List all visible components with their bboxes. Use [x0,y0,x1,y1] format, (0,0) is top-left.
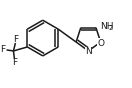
Text: NH: NH [100,22,113,31]
Text: N: N [85,47,92,56]
Text: F: F [13,35,18,44]
Text: O: O [98,39,105,48]
Text: 2: 2 [108,25,113,31]
Text: F: F [12,58,17,67]
Text: F: F [0,45,5,54]
